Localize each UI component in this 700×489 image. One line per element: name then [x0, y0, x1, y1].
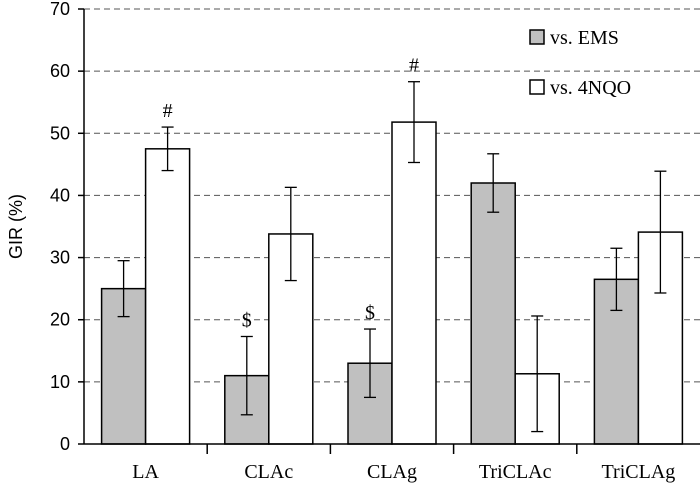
legend-label-ems: vs. EMS — [550, 27, 619, 49]
y-tick-label: 0 — [60, 434, 70, 454]
bars — [100, 121, 684, 445]
y-tick-label: 20 — [50, 310, 70, 330]
error-bars — [117, 81, 667, 433]
legend-swatch-4nqo — [529, 79, 545, 95]
y-tick-label: 50 — [50, 123, 70, 143]
x-category-label: LA — [132, 461, 159, 483]
significance-mark: # — [163, 100, 173, 122]
bar — [268, 233, 314, 445]
x-category-label: CLAc — [244, 461, 293, 483]
significance-mark: $ — [365, 302, 375, 324]
y-tick-label: 10 — [50, 372, 70, 392]
y-tick-label: 30 — [50, 248, 70, 268]
axes — [83, 9, 700, 454]
bar — [470, 182, 516, 445]
x-category-label: TriCLAg — [602, 461, 676, 483]
significance-mark: # — [409, 55, 419, 77]
y-axis-title: GIR (%) — [6, 194, 26, 259]
x-category-label: CLAg — [367, 461, 417, 483]
y-tick-label: 40 — [50, 185, 70, 205]
legend-label-4nqo: vs. 4NQO — [550, 77, 631, 99]
y-tick-label: 70 — [50, 0, 70, 19]
legend: vs. EMS vs. 4NQO — [529, 27, 631, 99]
x-category-label: TriCLAc — [479, 461, 552, 483]
y-axis-ticks: 0 10 20 30 40 50 60 70 — [50, 0, 84, 454]
significance-mark: $ — [242, 309, 252, 331]
bar — [391, 121, 437, 445]
bar — [144, 148, 191, 445]
legend-swatch-ems — [529, 29, 545, 45]
y-tick-label: 60 — [50, 61, 70, 81]
x-axis-category-labels: LA CLAc CLAg TriCLAc TriCLAg — [132, 461, 675, 483]
significance-annotations: # $ $ # — [163, 55, 419, 332]
